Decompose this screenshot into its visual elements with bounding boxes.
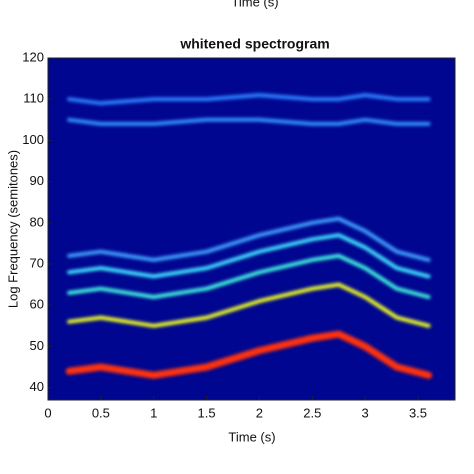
- x-tick-label: 0.5: [92, 405, 110, 420]
- y-tick-label: 110: [23, 91, 44, 106]
- spectral-ridge: [65, 330, 433, 379]
- spectral-ridge: [67, 282, 431, 328]
- y-tick-label: 50: [30, 338, 44, 353]
- ridges: [65, 93, 433, 379]
- x-tick-label: 3.5: [409, 405, 427, 420]
- plot-frame: [47, 57, 456, 401]
- x-tick-label: 2.5: [303, 405, 321, 420]
- spectral-ridge: [67, 233, 431, 279]
- y-tick-label: 80: [30, 214, 44, 229]
- x-axis-label: Time (s): [228, 429, 275, 444]
- y-tick-label: 60: [30, 297, 44, 312]
- x-tick-label: 1.5: [198, 405, 216, 420]
- plot-background: [48, 58, 455, 400]
- spectral-ridge: [67, 117, 431, 126]
- x-tick-label: 3: [362, 405, 369, 420]
- spectral-ridge: [67, 216, 431, 262]
- y-tick-label: 70: [30, 255, 44, 270]
- y-tick-label: 100: [22, 132, 44, 147]
- y-tick-label: 40: [30, 379, 44, 394]
- x-tick-label: 1: [150, 405, 157, 420]
- x-tick-label: 2: [256, 405, 263, 420]
- chart-title: whitened spectrogram: [179, 36, 329, 52]
- y-axis-label: Log Frequency (semitones): [5, 150, 20, 308]
- y-tick-label: 120: [22, 49, 44, 64]
- spectral-ridge: [67, 253, 431, 299]
- y-tick-label: 90: [30, 173, 44, 188]
- header-text: Time (s): [231, 0, 278, 9]
- spectral-ridge: [67, 93, 431, 106]
- x-tick-label: 0: [44, 405, 51, 420]
